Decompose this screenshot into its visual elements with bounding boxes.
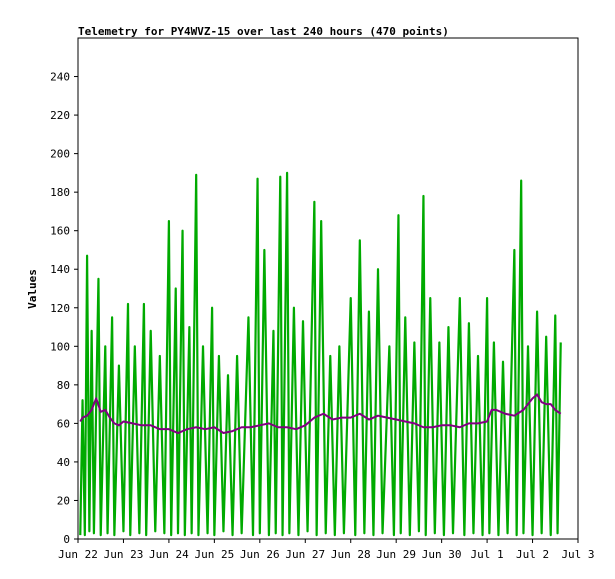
y-tick-label: 60 xyxy=(57,417,70,430)
x-tick-label: Jun 25 xyxy=(194,548,234,561)
y-tick-label: 40 xyxy=(57,456,70,469)
x-tick-label: Jun 29 xyxy=(376,548,416,561)
x-tick-label: Jul 1 xyxy=(471,548,504,561)
series-layer xyxy=(79,171,562,537)
x-tick-label: Jun 23 xyxy=(104,548,144,561)
y-axis-label: Values xyxy=(26,269,39,309)
x-tick-label: Jun 28 xyxy=(331,548,371,561)
x-tick-label: Jul 3 xyxy=(561,548,594,561)
x-tick-label: Jun 24 xyxy=(149,548,189,561)
x-tick-label: Jul 2 xyxy=(516,548,549,561)
x-tick-label: Jun 22 xyxy=(58,548,98,561)
y-tick-label: 80 xyxy=(57,379,70,392)
y-tick-label: 180 xyxy=(50,186,70,199)
x-tick-label: Jun 30 xyxy=(422,548,462,561)
y-tick-label: 220 xyxy=(50,109,70,122)
y-tick-label: 120 xyxy=(50,302,70,315)
x-tick-label: Jun 27 xyxy=(285,548,325,561)
y-tick-label: 240 xyxy=(50,71,70,84)
y-axis: 0 20 40 60 80 100 120 140 160 180 200 220 240 xyxy=(50,71,78,546)
y-tick-label: 160 xyxy=(50,225,70,238)
y-tick-label: 100 xyxy=(50,340,70,353)
chart-title: Telemetry for PY4WVZ-15 over last 240 ho… xyxy=(78,25,449,38)
x-tick-label: Jun 26 xyxy=(240,548,280,561)
y-tick-label: 140 xyxy=(50,263,70,276)
y-tick-label: 200 xyxy=(50,148,70,161)
series-purple-line xyxy=(79,393,562,435)
x-axis: Jun 22 Jun 23 Jun 24 Jun 25 Jun 26 Jun 27 Jun … xyxy=(58,539,595,561)
y-tick-label: 20 xyxy=(57,494,70,507)
y-tick-label: 0 xyxy=(63,533,70,546)
